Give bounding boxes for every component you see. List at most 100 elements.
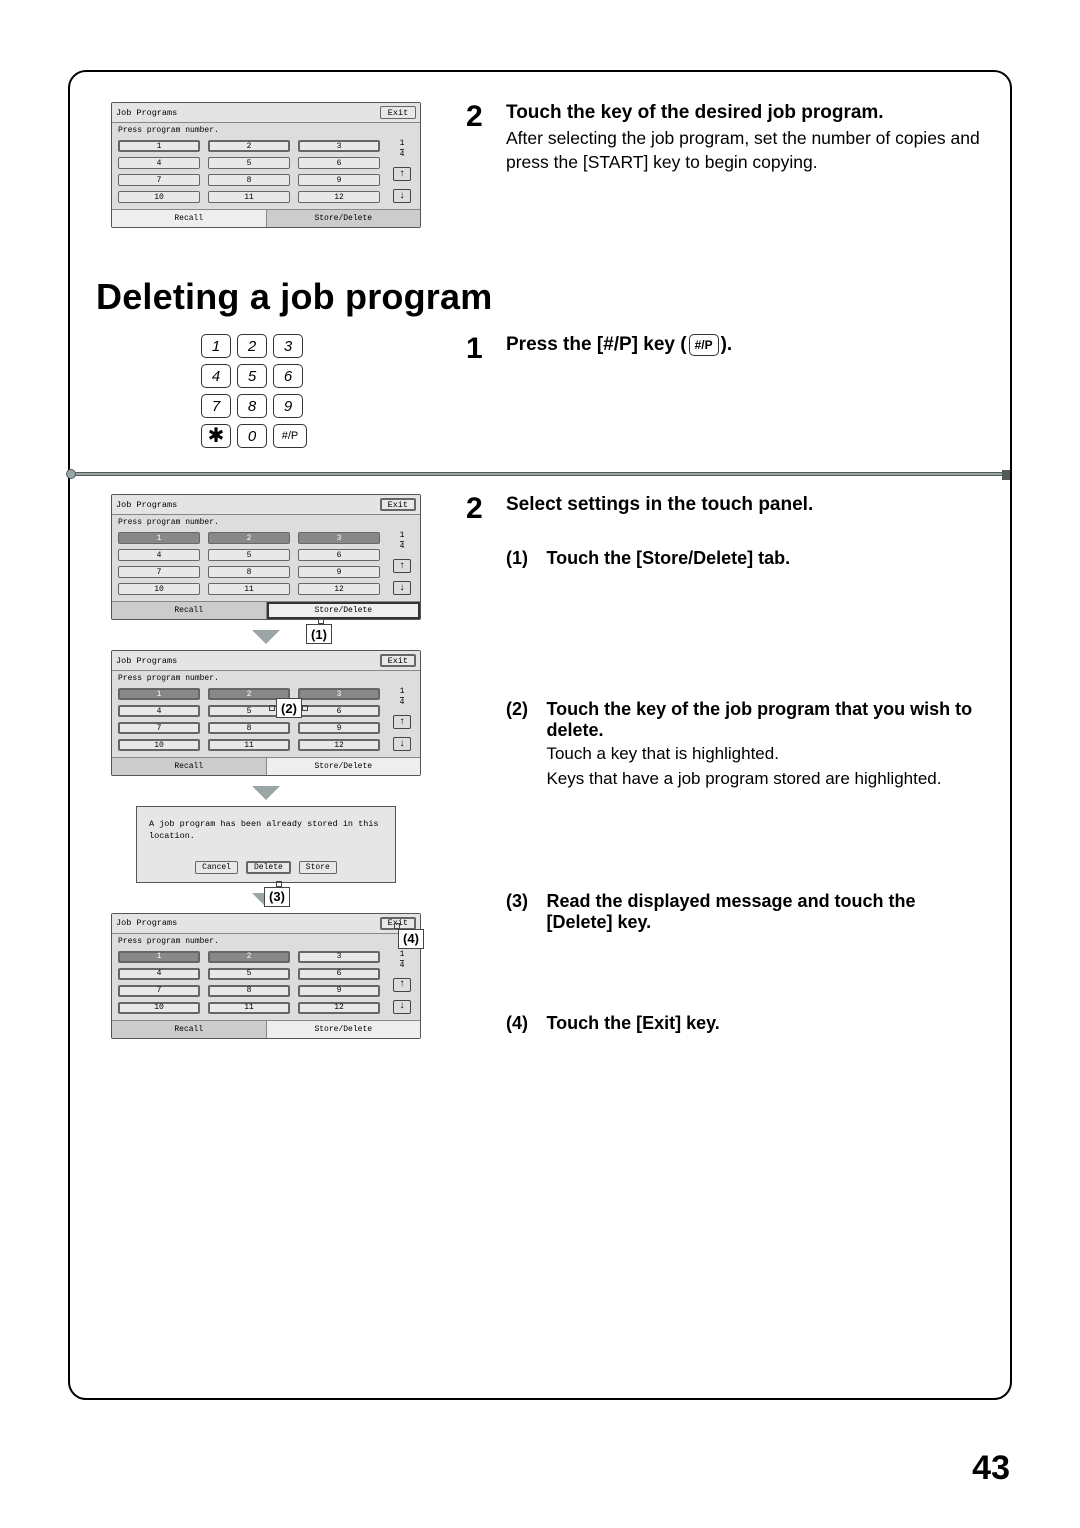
program-key[interactable]: 3 [298,688,380,700]
store-delete-tab[interactable]: Store/Delete [267,602,421,619]
program-key[interactable]: 7 [118,722,200,734]
program-key[interactable]: 7 [118,566,200,578]
callout-3: (3) [264,887,290,907]
program-key[interactable]: 11 [208,739,290,751]
program-key[interactable]: 12 [298,583,380,595]
program-key[interactable]: 12 [298,739,380,751]
program-key[interactable]: 6 [298,549,380,561]
program-key[interactable]: 12 [298,1002,380,1014]
keypad-6[interactable]: 6 [273,364,303,388]
program-key[interactable]: 9 [298,985,380,997]
scroll-down-button[interactable]: ↓ [393,737,411,751]
substep-label: (1) [506,548,542,569]
program-key[interactable]: 10 [118,583,200,595]
program-key-2[interactable]: 2 [208,140,290,152]
store-button[interactable]: Store [299,861,337,874]
keypad-5[interactable]: 5 [237,364,267,388]
confirm-dialog: A job program has been already stored in… [136,806,396,883]
keypad-1[interactable]: 1 [201,334,231,358]
panel-subtitle: Press program number. [112,123,420,136]
store-delete-tab[interactable]: Store/Delete [267,210,421,227]
page-fraction: 14 [400,140,405,159]
substep-label: (3) [506,891,542,912]
program-key-6[interactable]: 6 [298,157,380,169]
keypad-3[interactable]: 3 [273,334,303,358]
substep-text: Read the displayed message and touch the… [546,891,915,932]
program-key[interactable]: 1 [118,532,200,544]
scroll-down-button[interactable]: ↓ [393,1000,411,1014]
program-key-10[interactable]: 10 [118,191,200,203]
dialog-message: A job program has been already stored in… [149,819,383,843]
scroll-up-button[interactable]: ↑ [393,167,411,181]
program-key[interactable]: 3 [298,532,380,544]
program-key[interactable]: 4 [118,705,200,717]
scroll-down-button[interactable]: ↓ [393,189,411,203]
substep-body: Touch a key that is highlighted. [546,743,982,766]
store-delete-tab[interactable]: Store/Delete [267,1021,421,1038]
keypad-0[interactable]: 0 [237,424,267,448]
keypad-4[interactable]: 4 [201,364,231,388]
exit-button[interactable]: Exit [380,498,416,511]
program-key-8[interactable]: 8 [208,174,290,186]
program-key[interactable]: 1 [118,951,200,963]
step-number: 2 [466,102,496,238]
program-key-5[interactable]: 5 [208,157,290,169]
keypad-star[interactable]: ✱ [201,424,231,448]
keypad-hashp[interactable]: #/P [273,424,307,448]
program-key[interactable]: 9 [298,722,380,734]
program-key[interactable]: 10 [118,739,200,751]
program-key-3[interactable]: 3 [298,140,380,152]
program-key[interactable]: 8 [208,985,290,997]
section-divider [70,472,1010,476]
scroll-up-button[interactable]: ↑ [393,978,411,992]
store-delete-tab[interactable]: Store/Delete [267,758,421,775]
scroll-up-button[interactable]: ↑ [393,559,411,573]
program-key[interactable]: 11 [208,1002,290,1014]
recall-tab[interactable]: Recall [112,210,267,227]
scroll-up-button[interactable]: ↑ [393,715,411,729]
job-programs-panel: Job Programs Exit Press program number. … [111,102,421,228]
program-key[interactable]: 3 [298,951,380,963]
recall-tab[interactable]: Recall [112,1021,267,1038]
program-key[interactable]: 10 [118,1002,200,1014]
keypad-8[interactable]: 8 [237,394,267,418]
program-key[interactable]: 6 [298,705,380,717]
step-title: Press the [#/P] key (#/P). [506,334,984,356]
program-key[interactable]: 5 [208,549,290,561]
keypad-2[interactable]: 2 [237,334,267,358]
down-arrow-icon [252,786,280,800]
program-key-9[interactable]: 9 [298,174,380,186]
keypad-9[interactable]: 9 [273,394,303,418]
page-number: 43 [972,1449,1010,1488]
program-key[interactable]: 6 [298,968,380,980]
exit-button[interactable]: Exit [380,106,416,119]
program-key[interactable]: 4 [118,968,200,980]
program-key[interactable]: 1 [118,688,200,700]
delete-button[interactable]: Delete [246,861,291,874]
program-key-4[interactable]: 4 [118,157,200,169]
keypad: 1 2 3 4 5 6 7 8 9 ✱ 0 #/P [201,334,331,448]
exit-button[interactable]: Exit [380,654,416,667]
program-key[interactable]: 5 [208,968,290,980]
program-key[interactable]: 7 [118,985,200,997]
program-key[interactable]: 8 [208,722,290,734]
program-key[interactable]: 4 [118,549,200,561]
program-key-1[interactable]: 1 [118,140,200,152]
recall-tab[interactable]: Recall [112,602,267,619]
panel-title: Job Programs [116,108,177,118]
recall-tab[interactable]: Recall [112,758,267,775]
program-key[interactable]: 2 [208,951,290,963]
program-key[interactable]: 8 [208,566,290,578]
keypad-7[interactable]: 7 [201,394,231,418]
program-key[interactable]: 9 [298,566,380,578]
program-key-12[interactable]: 12 [298,191,380,203]
step-number: 2 [466,494,496,1042]
program-key[interactable]: 2 [208,532,290,544]
program-key-7[interactable]: 7 [118,174,200,186]
program-key-11[interactable]: 11 [208,191,290,203]
scroll-down-button[interactable]: ↓ [393,581,411,595]
substep-text: Touch the [Store/Delete] tab. [546,548,790,568]
cancel-button[interactable]: Cancel [195,861,238,874]
program-key[interactable]: 11 [208,583,290,595]
hashp-icon: #/P [689,334,719,356]
